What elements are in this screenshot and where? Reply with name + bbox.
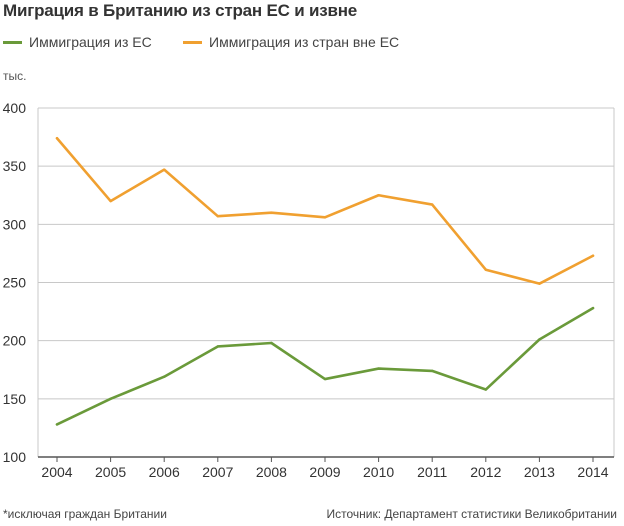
x-tick-label-2010: 2010 <box>363 464 394 480</box>
point-eu-2006 <box>163 375 166 378</box>
legend-item-eu: Иммиграция из ЕС <box>3 34 152 50</box>
y-tick-label-200: 200 <box>3 333 27 349</box>
x-tick-label-2007: 2007 <box>202 464 233 480</box>
point-eu-2012 <box>484 388 487 391</box>
point-non-eu-2006 <box>163 168 166 171</box>
legend-label-eu: Иммиграция из ЕС <box>29 34 152 50</box>
x-tick-label-2013: 2013 <box>524 464 555 480</box>
point-eu-2009 <box>323 377 327 381</box>
y-tick-label-300: 300 <box>3 216 27 232</box>
legend-swatch-non-eu <box>183 40 202 44</box>
y-tick-label-250: 250 <box>3 275 27 291</box>
x-tick-label-2014: 2014 <box>577 464 608 480</box>
x-tick-label-2008: 2008 <box>256 464 287 480</box>
point-eu-2007 <box>216 345 219 348</box>
legend-item-non-eu: Иммиграция из стран вне ЕС <box>183 34 399 50</box>
point-non-eu-2005 <box>109 199 112 203</box>
point-eu-2004 <box>55 423 59 426</box>
legend-label-non-eu: Иммиграция из стран вне ЕС <box>209 34 400 50</box>
series-layer <box>55 136 595 426</box>
point-non-eu-2010 <box>377 194 380 197</box>
y-axis-unit: тыс. <box>3 69 27 83</box>
x-tick-label-2005: 2005 <box>95 464 126 480</box>
point-non-eu-2007 <box>216 214 219 218</box>
point-eu-2011 <box>431 369 434 373</box>
grid-layer <box>37 107 615 457</box>
y-tick-label-400: 400 <box>3 100 27 116</box>
source-note: Источник: Департамент статистики Великоб… <box>326 507 617 521</box>
point-non-eu-2009 <box>323 216 327 219</box>
axis-layer: 100 150 200 250 300 350 400 2004 2005 2006 2007 200… <box>3 100 614 480</box>
point-eu-2013 <box>538 338 541 341</box>
x-tick-label-2011: 2011 <box>417 464 447 480</box>
point-non-eu-2004 <box>55 137 59 140</box>
x-tick-label-2009: 2009 <box>309 464 340 480</box>
x-tick-label-2004: 2004 <box>41 464 72 480</box>
y-tick-label-350: 350 <box>3 158 27 174</box>
point-eu-2008 <box>270 341 273 345</box>
y-tick-label-100: 100 <box>3 449 27 465</box>
footnote: *исключая граждан Британии <box>3 507 167 521</box>
point-eu-2010 <box>377 367 380 370</box>
point-non-eu-2013 <box>538 282 541 285</box>
x-tick-label-2012: 2012 <box>470 464 501 480</box>
y-tick-label-150: 150 <box>3 391 27 407</box>
point-non-eu-2012 <box>484 268 487 271</box>
point-eu-2005 <box>109 397 112 401</box>
legend-swatch-eu <box>3 40 22 44</box>
x-tick-label-2006: 2006 <box>149 464 180 480</box>
series-line-eu <box>55 306 595 426</box>
series-line-non-eu <box>55 136 595 285</box>
point-non-eu-2014 <box>591 254 595 257</box>
chart-title: Миграция в Британию из стран ЕС и извне <box>3 1 358 20</box>
point-eu-2014 <box>591 306 595 310</box>
point-non-eu-2011 <box>431 203 434 206</box>
point-non-eu-2008 <box>270 211 273 214</box>
